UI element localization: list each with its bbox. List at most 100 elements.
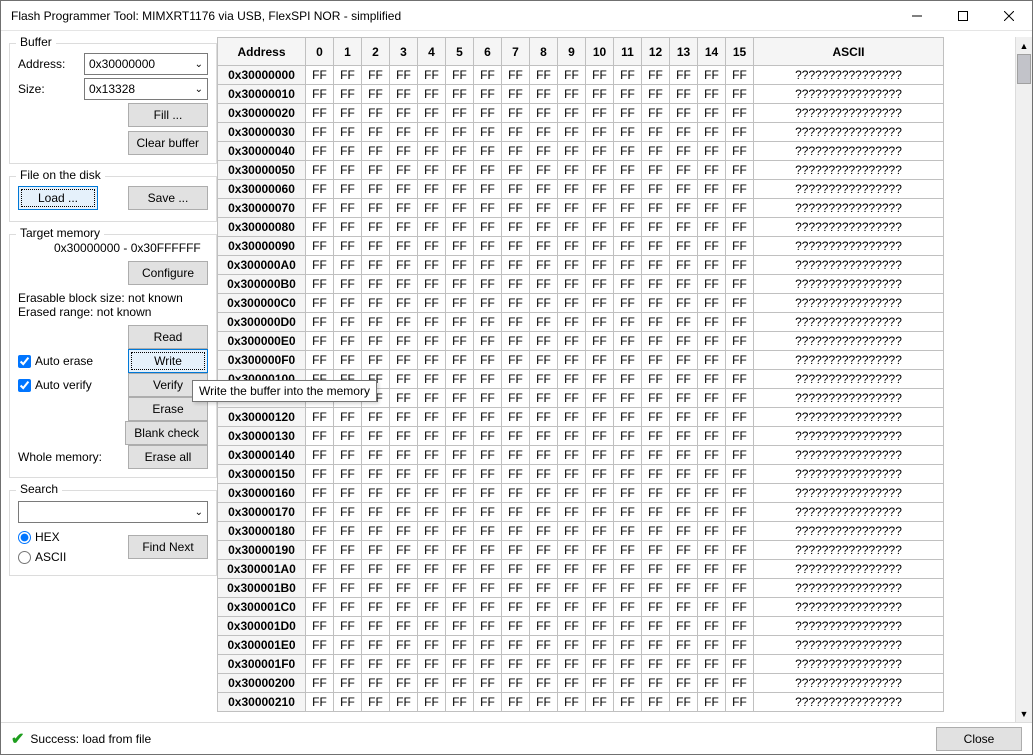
cell-byte[interactable]: FF [642, 351, 670, 370]
cell-byte[interactable]: FF [698, 161, 726, 180]
cell-byte[interactable]: FF [614, 655, 642, 674]
cell-byte[interactable]: FF [362, 465, 390, 484]
cell-byte[interactable]: FF [390, 123, 418, 142]
cell-byte[interactable]: FF [670, 85, 698, 104]
cell-byte[interactable]: FF [698, 579, 726, 598]
cell-byte[interactable]: FF [614, 541, 642, 560]
cell-byte[interactable]: FF [474, 123, 502, 142]
cell-byte[interactable]: FF [418, 389, 446, 408]
cell-byte[interactable]: FF [334, 446, 362, 465]
cell-byte[interactable]: FF [502, 332, 530, 351]
cell-byte[interactable]: FF [474, 199, 502, 218]
cell-byte[interactable]: FF [390, 427, 418, 446]
cell-byte[interactable]: FF [726, 218, 754, 237]
cell-byte[interactable]: FF [306, 294, 334, 313]
cell-byte[interactable]: FF [362, 237, 390, 256]
cell-byte[interactable]: FF [698, 655, 726, 674]
cell-byte[interactable]: FF [670, 237, 698, 256]
cell-byte[interactable]: FF [390, 237, 418, 256]
cell-byte[interactable]: FF [670, 142, 698, 161]
cell-byte[interactable]: FF [306, 655, 334, 674]
cell-byte[interactable]: FF [334, 142, 362, 161]
cell-byte[interactable]: FF [558, 541, 586, 560]
cell-byte[interactable]: FF [474, 237, 502, 256]
cell-byte[interactable]: FF [698, 199, 726, 218]
cell-byte[interactable]: FF [390, 161, 418, 180]
cell-byte[interactable]: FF [502, 104, 530, 123]
cell-byte[interactable]: FF [614, 636, 642, 655]
cell-byte[interactable]: FF [642, 142, 670, 161]
cell-byte[interactable]: FF [474, 636, 502, 655]
cell-byte[interactable]: FF [418, 674, 446, 693]
cell-byte[interactable]: FF [306, 465, 334, 484]
cell-byte[interactable]: FF [558, 85, 586, 104]
cell-byte[interactable]: FF [474, 503, 502, 522]
cell-byte[interactable]: FF [334, 85, 362, 104]
cell-byte[interactable]: FF [726, 541, 754, 560]
cell-byte[interactable]: FF [474, 408, 502, 427]
cell-byte[interactable]: FF [642, 560, 670, 579]
cell-byte[interactable]: FF [390, 180, 418, 199]
cell-byte[interactable]: FF [670, 104, 698, 123]
cell-byte[interactable]: FF [502, 256, 530, 275]
cell-byte[interactable]: FF [670, 427, 698, 446]
cell-byte[interactable]: FF [530, 636, 558, 655]
cell-byte[interactable]: FF [698, 484, 726, 503]
cell-byte[interactable]: FF [586, 275, 614, 294]
cell-byte[interactable]: FF [670, 313, 698, 332]
cell-byte[interactable]: FF [446, 389, 474, 408]
cell-byte[interactable]: FF [306, 275, 334, 294]
cell-byte[interactable]: FF [474, 66, 502, 85]
cell-byte[interactable]: FF [698, 104, 726, 123]
cell-byte[interactable]: FF [530, 66, 558, 85]
cell-byte[interactable]: FF [502, 237, 530, 256]
cell-byte[interactable]: FF [390, 446, 418, 465]
cell-byte[interactable]: FF [614, 579, 642, 598]
cell-byte[interactable]: FF [474, 655, 502, 674]
cell-byte[interactable]: FF [306, 503, 334, 522]
cell-byte[interactable]: FF [502, 522, 530, 541]
cell-byte[interactable]: FF [418, 85, 446, 104]
cell-byte[interactable]: FF [474, 332, 502, 351]
cell-byte[interactable]: FF [586, 541, 614, 560]
cell-byte[interactable]: FF [558, 598, 586, 617]
cell-byte[interactable]: FF [530, 85, 558, 104]
cell-byte[interactable]: FF [558, 389, 586, 408]
cell-byte[interactable]: FF [418, 218, 446, 237]
cell-byte[interactable]: FF [642, 522, 670, 541]
cell-byte[interactable]: FF [642, 465, 670, 484]
cell-byte[interactable]: FF [726, 370, 754, 389]
cell-byte[interactable]: FF [418, 427, 446, 446]
cell-byte[interactable]: FF [670, 693, 698, 712]
cell-byte[interactable]: FF [586, 636, 614, 655]
cell-byte[interactable]: FF [362, 313, 390, 332]
cell-byte[interactable]: FF [362, 199, 390, 218]
cell-byte[interactable]: FF [642, 256, 670, 275]
scroll-track[interactable] [1016, 54, 1032, 705]
cell-byte[interactable]: FF [726, 161, 754, 180]
cell-byte[interactable]: FF [586, 370, 614, 389]
cell-byte[interactable]: FF [390, 199, 418, 218]
cell-byte[interactable]: FF [474, 465, 502, 484]
cell-byte[interactable]: FF [586, 142, 614, 161]
cell-byte[interactable]: FF [334, 332, 362, 351]
cell-byte[interactable]: FF [390, 636, 418, 655]
cell-byte[interactable]: FF [558, 142, 586, 161]
cell-byte[interactable]: FF [614, 370, 642, 389]
cell-byte[interactable]: FF [698, 180, 726, 199]
maximize-button[interactable] [940, 1, 986, 31]
cell-byte[interactable]: FF [446, 446, 474, 465]
cell-byte[interactable]: FF [362, 256, 390, 275]
cell-byte[interactable]: FF [726, 332, 754, 351]
close-dialog-button[interactable]: Close [936, 727, 1022, 751]
cell-byte[interactable]: FF [306, 598, 334, 617]
ascii-radio[interactable]: ASCII [18, 550, 66, 564]
address-combo[interactable]: 0x30000000 ⌄ [84, 53, 208, 75]
cell-byte[interactable]: FF [306, 541, 334, 560]
cell-byte[interactable]: FF [362, 503, 390, 522]
cell-byte[interactable]: FF [698, 237, 726, 256]
save-button[interactable]: Save ... [128, 186, 208, 210]
cell-byte[interactable]: FF [306, 180, 334, 199]
cell-byte[interactable]: FF [502, 161, 530, 180]
cell-byte[interactable]: FF [642, 503, 670, 522]
